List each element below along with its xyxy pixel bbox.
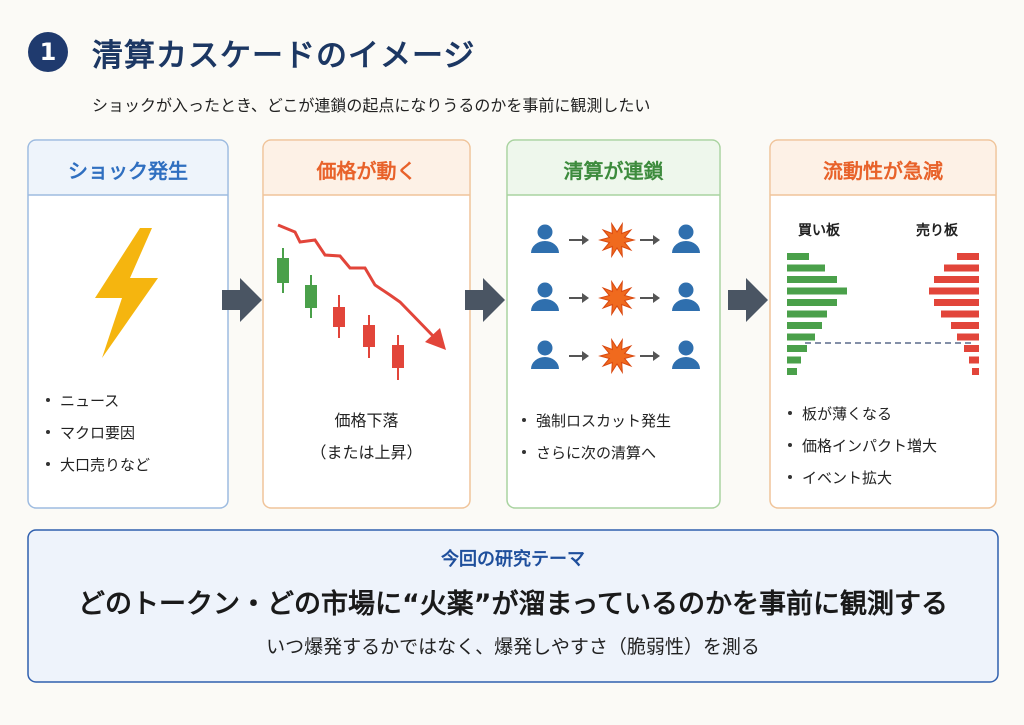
- title: 清算カスケードのイメージ: [92, 38, 476, 74]
- panel-header: [508, 141, 719, 195]
- ask-bar: [957, 253, 979, 260]
- panel-frame: [262, 139, 471, 509]
- small-arrow: [582, 235, 589, 245]
- burst-icon: [598, 279, 636, 317]
- flow-arrow: [728, 278, 768, 322]
- candlesticks: [277, 223, 446, 380]
- burst-icon: [598, 337, 636, 375]
- caption: 価格下落: [334, 411, 399, 430]
- bid-bar: [787, 368, 797, 375]
- bullet: 大口売りなど: [44, 454, 150, 475]
- panel-title: 清算が連鎖: [563, 159, 664, 183]
- bullet: 板が薄くなる: [786, 403, 892, 424]
- bid-bar: [787, 345, 807, 352]
- bid-bar: [787, 356, 801, 364]
- ask-bar: [969, 356, 979, 364]
- ask-bar: [941, 310, 979, 318]
- panel-frames: [27, 139, 997, 509]
- ask-bar: [951, 322, 979, 329]
- person-icon: [672, 299, 700, 311]
- bid-bar: [787, 276, 837, 283]
- panel-title: ショック発生: [68, 159, 188, 183]
- subtitle: ショックが入ったとき、どこが連鎖の起点になりうるのかを事前に観測したい: [92, 96, 651, 115]
- caption: （または上昇）: [310, 443, 423, 462]
- ask-bar: [944, 264, 979, 272]
- bid-bar: [787, 333, 815, 341]
- lightning-icon: [95, 228, 158, 358]
- ask-bar: [964, 345, 979, 352]
- footer-label: 今回の研究テーマ: [441, 549, 585, 570]
- liquidation-chains: [531, 221, 700, 375]
- book-label: 買い板: [798, 223, 840, 239]
- small-arrow: [653, 351, 660, 361]
- bid-bar: [787, 322, 822, 329]
- panel-frame: [27, 139, 229, 509]
- bullet: さらに次の清算へ: [520, 442, 656, 463]
- person-icon: [678, 340, 694, 356]
- book-label: 売り板: [916, 223, 958, 239]
- bid-bar: [787, 264, 825, 272]
- ask-bar: [934, 299, 979, 306]
- bid-bar: [787, 299, 837, 306]
- small-arrow: [653, 293, 660, 303]
- person-icon: [537, 282, 553, 298]
- panel-title: 流動性が急減: [823, 159, 943, 183]
- person-icon: [537, 340, 553, 356]
- panel-header: [264, 141, 469, 195]
- ask-bar: [929, 287, 979, 295]
- bullet: マクロ要因: [44, 422, 135, 443]
- person-icon: [537, 224, 553, 240]
- panel-header: [771, 141, 995, 195]
- flow-arrow: [222, 278, 262, 322]
- bid-bar: [787, 287, 847, 295]
- bullet: イベント拡大: [786, 467, 892, 488]
- bid-bar: [787, 253, 809, 260]
- flow-arrow: [465, 278, 505, 322]
- panel-header: [29, 141, 227, 195]
- footer-subline: いつ爆発するかではなく、爆発しやすさ（脆弱性）を測る: [266, 636, 760, 658]
- person-icon: [531, 299, 559, 311]
- bullet: 強制ロスカット発生: [520, 410, 671, 431]
- bullet: 価格インパクト増大: [786, 435, 937, 456]
- bullet: ニュース: [44, 390, 119, 411]
- person-icon: [672, 241, 700, 253]
- burst-icon: [598, 221, 636, 259]
- ask-bar: [957, 333, 979, 341]
- order-book: [787, 253, 979, 375]
- ask-bar: [972, 368, 979, 375]
- panel-title: 価格が動く: [316, 159, 417, 183]
- footer-headline: どのトークン・どの市場に“火薬”が溜まっているのかを事前に観測する: [77, 589, 949, 620]
- small-arrow: [582, 293, 589, 303]
- bid-bar: [787, 310, 827, 318]
- footer-box: [27, 529, 999, 683]
- small-arrow: [582, 351, 589, 361]
- number-badge: [28, 32, 68, 72]
- person-icon: [678, 224, 694, 240]
- small-arrow: [653, 235, 660, 245]
- number: 1: [39, 38, 57, 66]
- person-icon: [531, 357, 559, 369]
- person-icon: [678, 282, 694, 298]
- ask-bar: [934, 276, 979, 283]
- person-icon: [531, 241, 559, 253]
- person-icon: [672, 357, 700, 369]
- flow-arrows: [222, 278, 768, 322]
